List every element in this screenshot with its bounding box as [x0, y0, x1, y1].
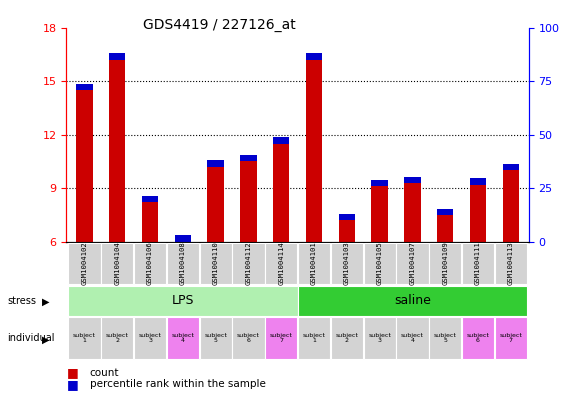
Text: GSM1004113: GSM1004113 — [508, 241, 514, 285]
Bar — [208, 160, 224, 167]
Bar — [470, 178, 486, 185]
Text: GSM1004114: GSM1004114 — [278, 241, 284, 285]
Bar — [240, 155, 257, 162]
Text: count: count — [90, 367, 119, 378]
Bar — [109, 60, 125, 242]
FancyBboxPatch shape — [298, 286, 527, 316]
Text: GSM1004102: GSM1004102 — [81, 241, 87, 285]
FancyBboxPatch shape — [495, 317, 527, 359]
Text: subject
2: subject 2 — [335, 332, 358, 343]
Text: GSM1004106: GSM1004106 — [147, 241, 153, 285]
Text: percentile rank within the sample: percentile rank within the sample — [90, 379, 265, 389]
Text: GSM1004109: GSM1004109 — [442, 241, 449, 285]
FancyBboxPatch shape — [397, 242, 428, 284]
Text: ■: ■ — [66, 378, 78, 391]
FancyBboxPatch shape — [462, 317, 494, 359]
Text: subject
5: subject 5 — [434, 332, 457, 343]
Bar — [404, 176, 421, 183]
Text: GSM1004112: GSM1004112 — [246, 241, 251, 285]
Bar — [142, 202, 158, 242]
FancyBboxPatch shape — [364, 317, 396, 359]
Text: subject
5: subject 5 — [204, 332, 227, 343]
Bar — [503, 164, 519, 170]
FancyBboxPatch shape — [298, 317, 330, 359]
Text: ■: ■ — [66, 366, 78, 379]
FancyBboxPatch shape — [462, 242, 494, 284]
Text: LPS: LPS — [172, 294, 194, 307]
Text: subject
4: subject 4 — [172, 332, 194, 343]
FancyBboxPatch shape — [68, 286, 298, 316]
FancyBboxPatch shape — [68, 317, 101, 359]
FancyBboxPatch shape — [232, 317, 265, 359]
FancyBboxPatch shape — [495, 242, 527, 284]
FancyBboxPatch shape — [397, 317, 428, 359]
Text: GSM1004107: GSM1004107 — [409, 241, 416, 285]
Text: GSM1004111: GSM1004111 — [475, 241, 481, 285]
FancyBboxPatch shape — [199, 242, 232, 284]
Bar — [306, 60, 323, 242]
Text: individual: individual — [7, 333, 54, 343]
FancyBboxPatch shape — [68, 242, 101, 284]
Text: ▶: ▶ — [42, 297, 49, 307]
FancyBboxPatch shape — [134, 317, 166, 359]
Bar — [109, 53, 125, 60]
Bar — [240, 162, 257, 242]
FancyBboxPatch shape — [101, 317, 134, 359]
Text: GSM1004103: GSM1004103 — [344, 241, 350, 285]
Text: subject
1: subject 1 — [303, 332, 325, 343]
Text: subject
3: subject 3 — [139, 332, 161, 343]
Bar — [372, 180, 388, 186]
FancyBboxPatch shape — [364, 242, 396, 284]
Bar — [339, 220, 355, 242]
Text: GSM1004105: GSM1004105 — [377, 241, 383, 285]
Text: subject
2: subject 2 — [106, 332, 129, 343]
Bar — [306, 53, 323, 60]
FancyBboxPatch shape — [331, 242, 363, 284]
Bar — [175, 235, 191, 242]
Text: GSM1004101: GSM1004101 — [311, 241, 317, 285]
FancyBboxPatch shape — [101, 242, 134, 284]
FancyBboxPatch shape — [167, 317, 199, 359]
Text: subject
7: subject 7 — [270, 332, 292, 343]
FancyBboxPatch shape — [265, 242, 297, 284]
FancyBboxPatch shape — [331, 317, 363, 359]
Bar — [273, 143, 290, 242]
Bar — [273, 137, 290, 143]
Text: saline: saline — [394, 294, 431, 307]
FancyBboxPatch shape — [134, 242, 166, 284]
Text: subject
3: subject 3 — [368, 332, 391, 343]
FancyBboxPatch shape — [167, 242, 199, 284]
Bar — [76, 90, 92, 242]
Text: GDS4419 / 227126_at: GDS4419 / 227126_at — [143, 18, 296, 32]
Bar — [339, 214, 355, 220]
Bar — [470, 185, 486, 242]
Text: subject
7: subject 7 — [499, 332, 523, 343]
FancyBboxPatch shape — [429, 317, 461, 359]
Text: subject
1: subject 1 — [73, 332, 96, 343]
Bar — [208, 167, 224, 242]
Bar — [404, 183, 421, 242]
Bar — [142, 196, 158, 202]
Bar — [503, 170, 519, 242]
Bar — [437, 209, 454, 215]
Text: subject
6: subject 6 — [466, 332, 490, 343]
Bar — [76, 84, 92, 90]
Bar — [372, 186, 388, 242]
Text: subject
6: subject 6 — [237, 332, 260, 343]
FancyBboxPatch shape — [429, 242, 461, 284]
FancyBboxPatch shape — [298, 242, 330, 284]
Text: stress: stress — [7, 296, 36, 306]
Bar — [437, 215, 454, 242]
FancyBboxPatch shape — [265, 317, 297, 359]
Text: ▶: ▶ — [42, 334, 49, 345]
FancyBboxPatch shape — [199, 317, 232, 359]
Text: GSM1004108: GSM1004108 — [180, 241, 186, 285]
Text: GSM1004104: GSM1004104 — [114, 241, 120, 285]
Text: GSM1004110: GSM1004110 — [213, 241, 218, 285]
Text: subject
4: subject 4 — [401, 332, 424, 343]
FancyBboxPatch shape — [232, 242, 265, 284]
